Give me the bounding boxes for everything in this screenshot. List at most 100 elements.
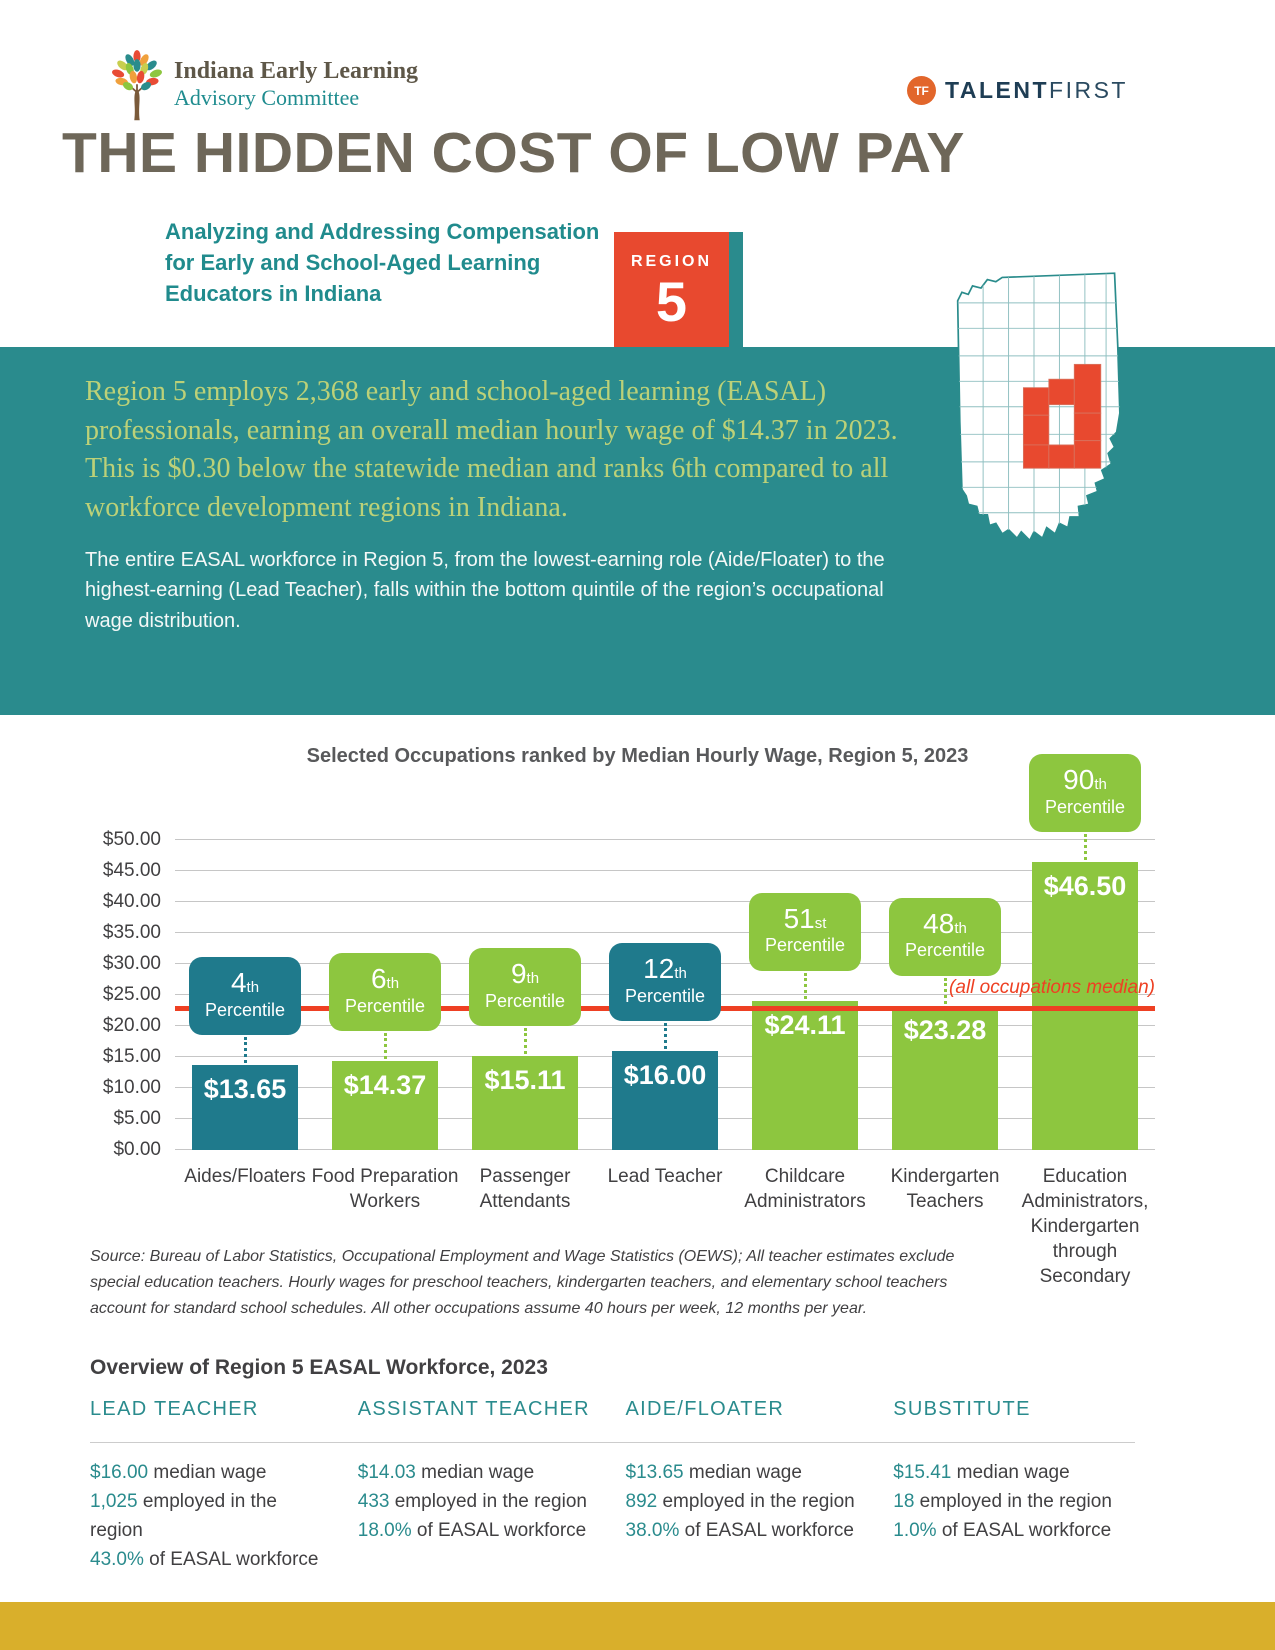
source-note: Source: Bureau of Labor Statistics, Occu… [90,1248,955,1317]
percentile-suffix: th [954,919,967,937]
y-tick-label: $20.00 [102,1015,161,1036]
percentile-number: 6th [370,962,400,994]
talentfirst-monogram: TF [914,83,929,98]
stat-value: 18.0% [357,1520,412,1541]
stat-text: of EASAL workforce [684,1520,854,1541]
percentile-badge: 6th Percentile [329,952,441,1031]
overview-heading: Overview of Region 5 EASAL Workforce, 20… [90,1356,548,1379]
percentile-word: Percentile [624,985,706,1006]
percentile-badge: 4th Percentile [189,957,301,1036]
tree-logo-icon [112,50,162,121]
stat-line: 892 employed in the region [626,1487,868,1516]
stat-line: 1,025 employed in the region [90,1487,332,1545]
stat-value: 1,025 [90,1491,138,1512]
percentile-number: 9th [510,958,540,990]
stat-line: 43.0% of EASAL workforce [90,1545,332,1574]
y-tick-label: $25.00 [102,984,161,1005]
percentile-badge: 48th Percentile [889,897,1001,976]
percentile-badge: 90th Percentile [1029,753,1141,832]
stat-text: employed in the region [662,1491,855,1512]
stat-text: of EASAL workforce [416,1520,587,1541]
x-axis-label: Kindergarten Teachers [890,1166,1000,1213]
percentile-badge: 12th Percentile [609,942,721,1021]
chart-title: Selected Occupations ranked by Median Ho… [306,745,969,767]
role-stats: $14.03 median wage 433 employed in the r… [358,1458,600,1545]
footer-accent-bar [0,1602,1275,1650]
talentfirst-icon: TF [907,76,937,105]
workforce-column-lead-teacher: LEAD TEACHER $16.00 median wage 1,025 em… [90,1398,332,1574]
bar-value-label: $13.65 [203,1074,287,1105]
stat-value: $13.65 [625,1462,684,1483]
chart-bar: $14.37 [332,1060,438,1150]
role-heading: SUBSTITUTE [893,1398,1031,1420]
stat-text: median wage [421,1462,535,1483]
y-tick-label: $40.00 [102,891,161,912]
y-tick-label: $35.00 [102,922,161,943]
stat-line: 1.0% of EASAL workforce [893,1516,1135,1545]
percentile-suffix: th [526,970,540,988]
subtitle-line: for Early and School-Aged Learning [165,250,541,275]
stat-value: 1.0% [893,1520,937,1541]
percentile-number: 51st [783,902,827,934]
percentile-badge: 9th Percentile [469,948,581,1027]
talentfirst-logo: TF TALENT FIRST [907,76,1128,105]
percentile-word: Percentile [904,940,986,961]
percentile-word: Percentile [764,935,846,956]
plot-area: $0.00 $5.00 $10.00 $15.00 $20.00 $25.00 $30.00… [103,753,1155,1287]
y-tick-label: $5.00 [113,1108,161,1129]
intro-body-paragraph: The entire EASAL workforce in Region 5, … [85,549,885,632]
role-heading: ASSISTANT TEACHER [357,1398,590,1420]
stat-line: $13.65 median wage [626,1458,868,1487]
subtitle: Analyzing and Addressing Compensation fo… [165,216,625,309]
stat-line: $14.03 median wage [358,1458,600,1487]
workforce-column-substitute: SUBSTITUTE $15.41 median wage 18 employe… [893,1398,1135,1574]
percentile-number: 48th [923,907,967,939]
workforce-column-assistant-teacher: ASSISTANT TEACHER $14.03 median wage 433… [358,1398,600,1574]
percentile-suffix: th [386,974,400,992]
x-axis-label: Education Administrators, Kindergarten t… [1021,1166,1149,1288]
chart-bar: $23.28 [892,1005,998,1150]
indiana-map-svg [956,272,1121,542]
badge-connector [243,1037,247,1064]
bar-value-label: $16.00 [623,1059,707,1090]
grid-line [175,839,1155,840]
ielac-logo: Indiana Early Learning Advisory Committe… [110,46,418,128]
badge-connector [663,1022,667,1049]
percentile-word: Percentile [1044,796,1126,817]
badge-connector [1083,833,1087,860]
stat-text: of EASAL workforce [941,1520,1112,1541]
stat-value: $15.41 [893,1462,952,1483]
org-name-line1: Indiana Early Learning [174,58,419,84]
x-axis-label: Food Preparation Workers [311,1166,459,1213]
percentile-number: 90th [1063,763,1107,795]
y-tick-label: $50.00 [102,829,161,850]
region-badge-number: 5 [655,270,688,333]
stat-text: employed in the region [90,1491,277,1541]
talentfirst-wordmark-bold: TALENT [945,77,1050,103]
stat-text: median wage [153,1462,267,1483]
chart-bar: $24.11 [752,1000,858,1150]
intro-highlight-paragraph: Region 5 employs 2,368 early and school-… [85,376,898,523]
role-stats: $13.65 median wage 892 employed in the r… [626,1458,868,1545]
x-axis-label: Lead Teacher [607,1166,723,1187]
chart-bar: $15.11 [472,1056,578,1150]
percentile-number: 4th [230,967,260,999]
bar-value-label: $24.11 [764,1009,846,1040]
stat-value: 38.0% [625,1520,680,1541]
role-heading: AIDE/FLOATER [625,1398,785,1420]
stat-line: 38.0% of EASAL workforce [626,1516,868,1545]
org-name-line2: Advisory Committee [174,85,360,111]
bar-value-label: $15.11 [484,1065,566,1096]
stat-text: employed in the region [919,1491,1112,1512]
grid-line [175,932,1155,933]
ielac-logo-text: Indiana Early Learning Advisory Committe… [174,58,418,112]
role-heading: LEAD TEACHER [90,1398,259,1420]
chart-bar: $46.50 [1032,861,1138,1150]
stat-line: 18.0% of EASAL workforce [358,1516,600,1545]
stat-text: median wage [688,1462,802,1483]
indiana-region-map [928,262,1140,560]
chart-bar: $13.65 [192,1065,298,1150]
percentile-suffix: th [674,964,687,982]
percentile-word: Percentile [344,995,426,1016]
